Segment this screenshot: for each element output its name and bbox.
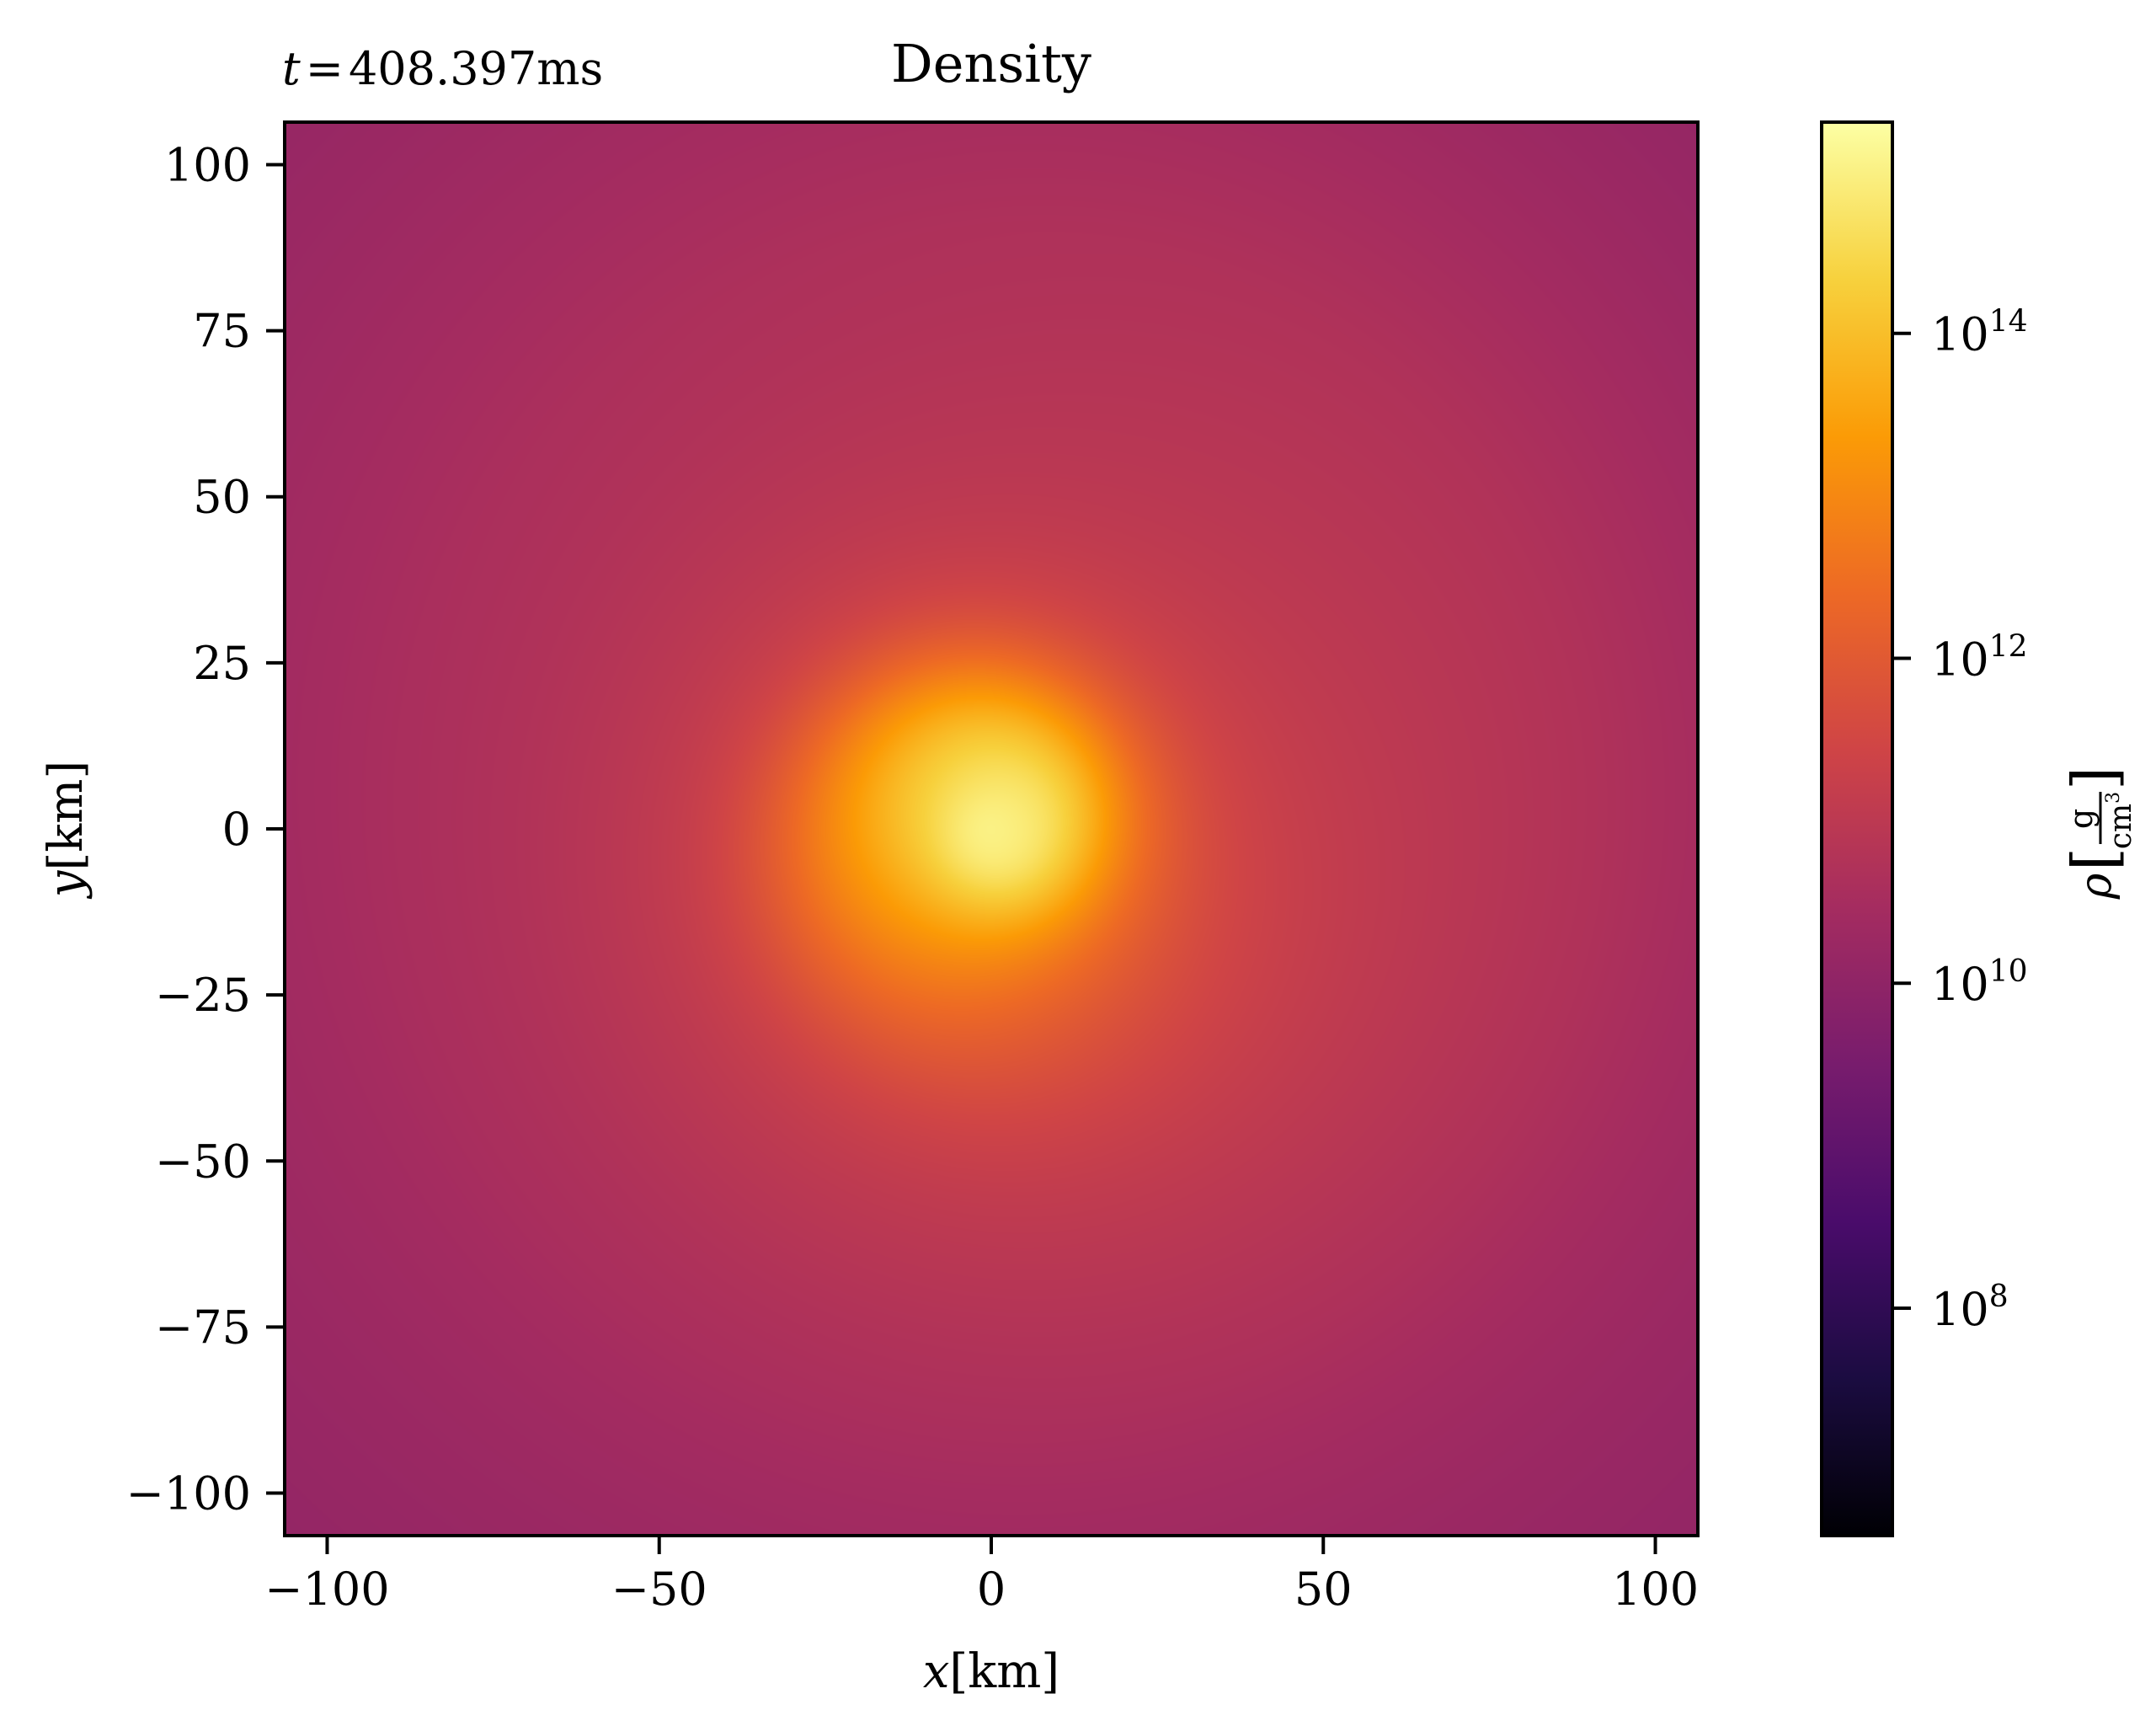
colorbar-tick-power: 8 (1989, 1280, 2009, 1314)
y-tick-label: 25 (193, 637, 251, 690)
chart-title: Density (891, 33, 1091, 94)
colorbar-tick-label: 1014 (1931, 305, 2028, 361)
y-tick-label: 75 (193, 305, 251, 358)
x-axis-unit: [km] (949, 1644, 1059, 1699)
x-tick-label: 100 (1612, 1563, 1699, 1616)
y-axis-symbol: y (39, 869, 93, 900)
colorbar-tick-base: 10 (1931, 958, 1989, 1011)
time-symbol: t (282, 42, 301, 95)
colorbar-label-denominator-base: cm (2104, 804, 2138, 849)
time-value: 408.397 (349, 42, 536, 95)
density-heatmap (285, 122, 1698, 1536)
time-label: t = 408.397ms (282, 42, 603, 95)
colorbar-label-denominator: cm3 (2103, 792, 2138, 849)
colorbar-label-bracket-left: [ (2059, 847, 2130, 871)
colorbar-tick-label: 1010 (1931, 954, 2028, 1011)
colorbar-tick-base: 10 (1931, 633, 1989, 686)
y-axis-unit: [km] (39, 761, 93, 871)
y-tick-label: −50 (155, 1135, 251, 1188)
colorbar-frame (1820, 120, 1894, 1537)
colorbar-label-numerator: g (2063, 809, 2100, 829)
x-tick-label: 50 (1294, 1563, 1353, 1616)
y-tick-label: 50 (193, 471, 251, 524)
x-axis: −100 −50 0 50 100 (264, 1536, 1699, 1616)
time-unit: ms (536, 42, 603, 95)
y-tick-label: −75 (155, 1301, 251, 1354)
y-tick-label: 100 (164, 138, 251, 191)
x-tick-label: −50 (611, 1563, 707, 1616)
colorbar-tick-power: 10 (1989, 954, 2028, 989)
x-axis-label: x[km] (923, 1644, 1059, 1699)
plot-area (283, 120, 1700, 1537)
colorbar-label: ρ [ g cm3 ] (2059, 767, 2138, 900)
y-axis-label: y[km] (39, 761, 93, 900)
x-tick-label: 0 (977, 1563, 1006, 1616)
heatmap-container (285, 122, 1698, 1536)
y-tick-label: 0 (222, 803, 251, 856)
x-tick-label: −100 (264, 1563, 389, 1616)
colorbar-tick-label: 108 (1931, 1280, 2009, 1336)
time-equals: = (306, 42, 344, 95)
colorbar-label-symbol: ρ (2071, 873, 2121, 900)
colorbar-tick-power: 12 (1989, 629, 2028, 664)
colorbar-label-bracket-right: ] (2059, 767, 2130, 790)
colorbar-fill (1822, 122, 1892, 1536)
y-tick-label: −25 (155, 969, 251, 1022)
colorbar-label-denominator-power: 3 (2103, 792, 2124, 804)
y-tick-label: −100 (126, 1467, 251, 1520)
y-axis: 100 75 50 25 0 −25 −50 −75 −100 (126, 138, 285, 1520)
colorbar-tick-base: 10 (1931, 1283, 1989, 1336)
colorbar-tick-label: 1012 (1931, 629, 2028, 686)
colorbar-tick-power: 14 (1989, 305, 2028, 339)
colorbar-tick-base: 10 (1931, 308, 1989, 361)
x-axis-symbol: x (923, 1644, 950, 1699)
